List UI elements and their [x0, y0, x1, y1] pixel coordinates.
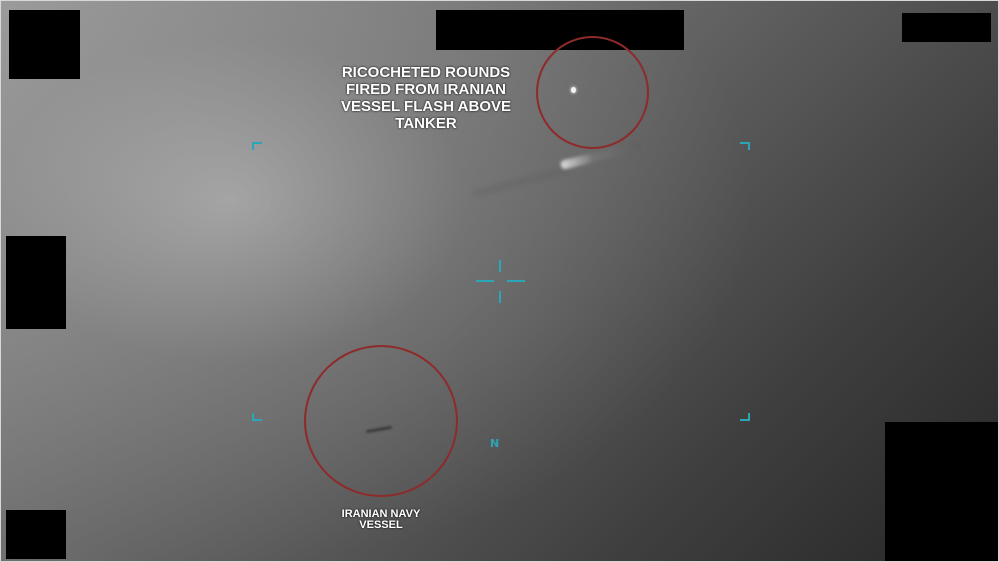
hud-corner-top-left [252, 142, 262, 150]
redaction-top-left [9, 10, 80, 79]
redaction-bottom-right [885, 422, 998, 561]
redaction-top-center [436, 10, 684, 50]
crosshair-top-tick [499, 260, 501, 272]
crosshair-left-tick [476, 280, 494, 282]
crosshair-bottom-tick [499, 291, 501, 303]
redaction-top-right [902, 13, 991, 42]
redaction-bottom-left [6, 510, 66, 559]
ricochet-highlight-ring [536, 36, 649, 149]
hud-north-marker: N [490, 437, 500, 450]
crosshair-right-tick [507, 280, 525, 282]
hud-corner-bottom-left [252, 413, 262, 421]
vessel-highlight-ring [304, 345, 458, 497]
ricochet-caption: RICOCHETED ROUNDS FIRED FROM IRANIAN VES… [340, 64, 512, 132]
hud-corner-top-right [740, 142, 750, 150]
tanker-wake [471, 166, 571, 198]
vessel-caption: IRANIAN NAVY VESSEL [341, 508, 421, 531]
redaction-mid-left [6, 236, 66, 329]
hud-corner-bottom-right [740, 413, 750, 421]
